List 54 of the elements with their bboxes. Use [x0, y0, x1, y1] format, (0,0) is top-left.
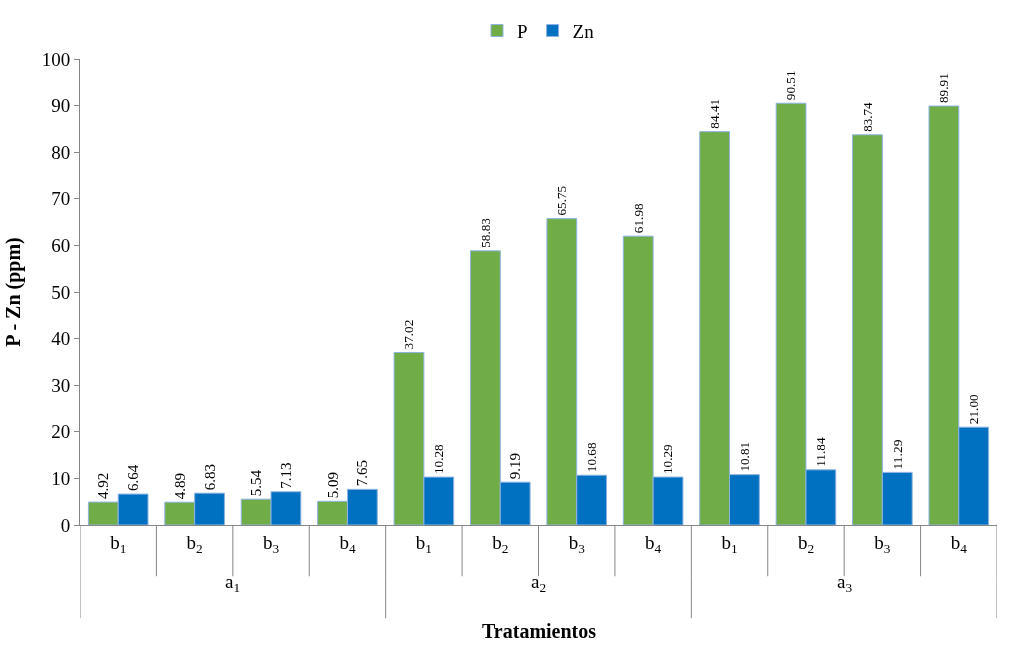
- data-label: 7.65: [354, 460, 371, 487]
- y-tick-label: 10: [51, 468, 71, 490]
- data-label: 5.54: [248, 469, 265, 497]
- x-tick-label: b$_{4}$: [950, 531, 968, 556]
- x-tick-label: b$_{3}$: [262, 531, 280, 556]
- x-axis-title: Tratamientos: [482, 620, 597, 642]
- data-label: 11.29: [889, 439, 905, 470]
- data-label: 9.19: [507, 452, 524, 480]
- x-tick-label: b$_{1}$: [721, 531, 738, 556]
- x-tick-label: b$_{1}$: [110, 531, 127, 556]
- text: a$_{1}$: [225, 571, 241, 595]
- data-label: 21.00: [966, 393, 982, 425]
- y-tick-label: 30: [51, 374, 71, 396]
- x-tick-label: b$_{2}$: [492, 531, 509, 556]
- data-label: 37.02: [401, 319, 417, 350]
- x-tick-label: b$_{2}$: [186, 531, 203, 556]
- data-label: 84.41: [707, 98, 723, 129]
- y-tick-label: 0: [60, 514, 71, 536]
- data-label: 90.51: [783, 70, 799, 101]
- data-label: 4.92: [95, 472, 112, 500]
- data-label: 11.84: [813, 437, 829, 467]
- data-label: 10.81: [736, 441, 752, 472]
- data-label: 58.83: [477, 217, 493, 248]
- y-tick-label: 50: [51, 281, 71, 303]
- x-tick-label: b$_{4}$: [339, 531, 356, 556]
- data-label: 5.09: [324, 472, 341, 499]
- data-label: 89.91: [936, 73, 952, 104]
- data-label: 10.28: [431, 443, 447, 475]
- data-label: 6.83: [201, 463, 218, 491]
- y-tick-label: 70: [51, 188, 71, 210]
- y-tick-label: 90: [51, 95, 71, 117]
- x-tick-label: b$_{3}$: [568, 531, 586, 556]
- data-label: 4.89: [171, 472, 188, 500]
- x-tick-label: b$_{1}$: [415, 531, 432, 556]
- y-tick-label: 40: [51, 328, 71, 350]
- y-axis-title: P - Zn (ppm): [2, 237, 26, 347]
- y-tick-label: 20: [51, 421, 71, 443]
- x-tick-label: b$_{2}$: [797, 531, 815, 556]
- y-tick-label: 60: [51, 235, 71, 257]
- data-label: 61.98: [630, 203, 646, 234]
- text: a$_{3}$: [837, 571, 853, 595]
- legend-label: P: [517, 20, 528, 42]
- data-label: 10.68: [584, 442, 600, 473]
- data-label: 10.29: [660, 443, 676, 475]
- x-tick-label: b$_{3}$: [874, 531, 891, 556]
- data-label: 6.64: [125, 464, 142, 492]
- legend-label: Zn: [572, 20, 595, 42]
- y-tick-label: 100: [41, 48, 71, 70]
- x-tick-label: b$_{4}$: [645, 531, 662, 556]
- data-label: 65.75: [554, 185, 570, 216]
- y-tick-label: 80: [51, 141, 71, 163]
- data-label: 7.13: [277, 462, 294, 489]
- text: a$_{2}$: [531, 571, 547, 595]
- data-label: 83.74: [859, 101, 875, 132]
